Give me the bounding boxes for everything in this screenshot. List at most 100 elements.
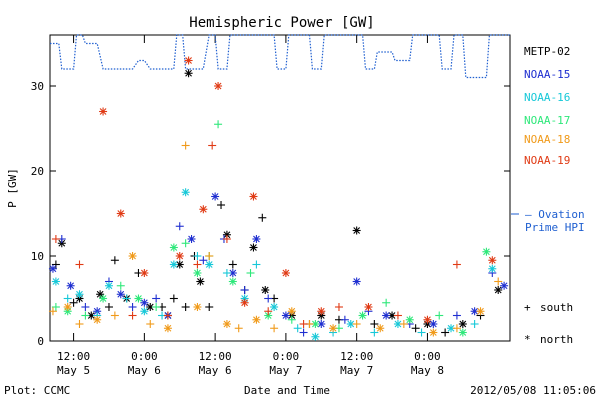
y-axis: 0 10 20 30 [31,80,510,348]
legend-north-label: north [540,333,573,346]
marker-stroke [282,312,290,319]
north-point [169,260,178,269]
north-point [93,315,102,324]
marker-stroke [146,303,154,311]
ovation-series [50,34,510,79]
chart-title: Hemispheric Power [GW] [189,15,374,31]
south-point [470,320,479,328]
south-point [104,303,113,311]
north-point [66,281,75,290]
south-point [293,324,302,333]
south-point [399,320,408,328]
north-point [352,277,361,286]
north-point [252,235,261,243]
north-point [358,311,367,320]
y-tick-label: 20 [31,165,44,178]
north-point [458,320,467,328]
north-point [184,56,193,65]
south-point [240,286,249,294]
x-tick-time-label: 12:00 [340,350,373,363]
north-point [96,290,105,299]
south-point [169,294,178,303]
marker-stroke [140,299,148,307]
timestamp: 2012/05/08 11:05:06 [470,384,596,397]
series-noaa-18 [48,141,503,337]
marker-stroke [250,193,257,200]
north-point [163,324,172,333]
marker-stroke [170,261,178,268]
marker-stroke [353,227,361,234]
marker-stroke [394,320,402,328]
marker-stroke [223,231,231,239]
plot-frame [49,34,511,342]
south-point [75,260,84,269]
north-point [175,260,184,269]
marker-stroke [406,316,414,324]
legend-item-metp-02: METP-02 [524,45,570,58]
marker-stroke [199,205,207,213]
north-point [352,226,361,235]
south-point [152,294,161,303]
marker-stroke [93,307,101,315]
x-tick-date-label: May 6 [199,364,232,377]
ovation-line [50,34,510,79]
marker-stroke [182,188,190,196]
marker-stroke [211,193,219,200]
marker-stroke [229,269,237,277]
north-point [281,311,290,320]
north-point [199,205,208,214]
y-axis-label: P [GW] [6,168,19,208]
north-point [429,328,438,337]
marker-stroke [388,312,396,319]
x-tick-time-label: 12:00 [199,350,232,363]
marker-stroke [317,320,325,328]
south-point [116,281,125,290]
north-point [261,286,270,294]
marker-stroke [96,290,104,298]
legend-item-noaa-17: NOAA-17 [524,114,570,127]
south-point [181,141,190,150]
data-points [48,56,509,341]
south-point [334,303,343,311]
south-point [152,303,161,311]
south-point [51,235,60,243]
south-point [75,320,84,328]
south-point [340,315,349,324]
x-axis-label: Date and Time [244,384,330,397]
south-point [222,235,231,243]
south-point [199,256,208,265]
marker-stroke [188,235,195,243]
south-point [234,324,243,333]
marker-stroke [347,320,355,328]
marker-stroke [205,261,213,268]
marker-stroke [105,282,113,290]
north-point [193,269,202,277]
marker-stroke [376,324,384,332]
marker-stroke [176,252,184,260]
south-point [352,320,361,328]
legend: METP-02 NOAA-15 NOAA-16 NOAA-17 NOAA-18 … [511,45,585,346]
marker-stroke [140,307,148,315]
south-point [264,307,273,316]
marker-stroke [52,278,60,285]
marker-stroke [488,256,496,264]
marker-stroke [49,265,57,273]
north-point [488,256,497,265]
marker-stroke [311,320,319,328]
south-point [122,294,131,303]
marker-stroke [471,307,479,315]
south-point [193,260,202,269]
x-tick-date-label: May 7 [340,364,373,377]
marker-stroke [282,269,290,277]
legend-south-symbol: + [524,301,531,314]
north-point [249,243,258,252]
marker-stroke [488,265,496,273]
marker-stroke [170,244,178,251]
north-point [48,264,57,273]
north-point [75,290,84,299]
south-point [181,239,190,248]
x-tick-date-label: May 8 [411,364,444,377]
north-point [140,269,149,277]
